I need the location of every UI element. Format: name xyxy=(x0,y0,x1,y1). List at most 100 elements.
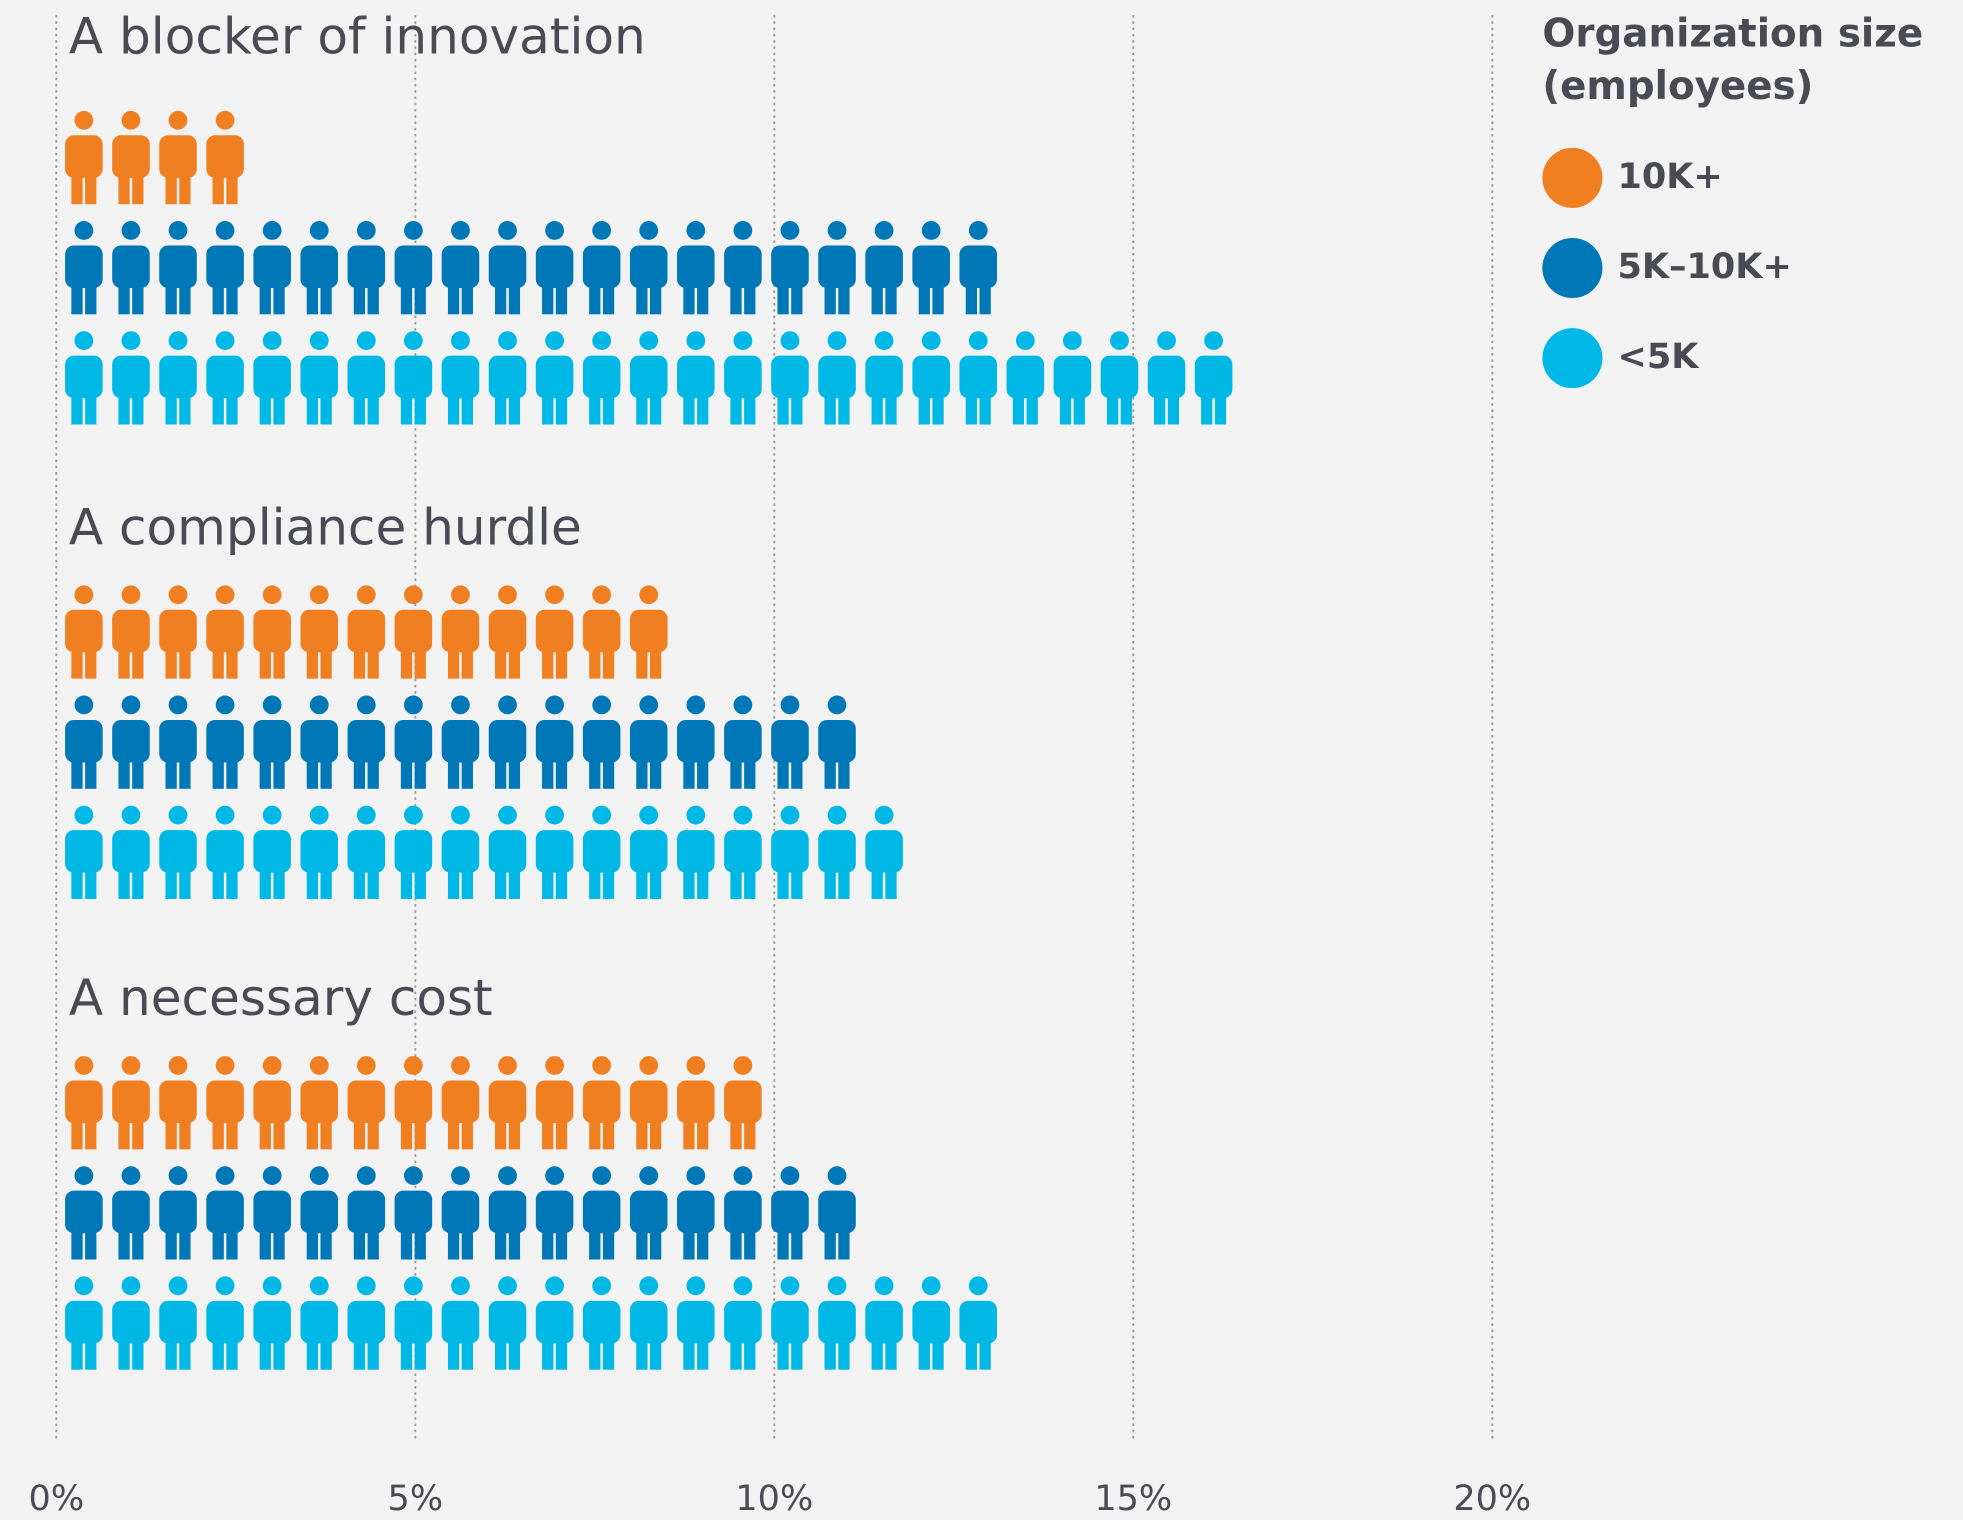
icon-leg xyxy=(212,754,224,789)
icon-leg xyxy=(273,1225,285,1260)
icon-head xyxy=(827,1276,847,1296)
icon-body xyxy=(253,1080,291,1124)
icon-leg xyxy=(71,170,83,205)
icon-body xyxy=(206,1300,244,1344)
icon-leg xyxy=(871,865,883,899)
icon-leg xyxy=(777,280,789,315)
icon-leg xyxy=(683,1225,695,1260)
icon-leg xyxy=(85,1225,97,1260)
icon-leg xyxy=(132,1115,144,1150)
legend-swatch xyxy=(1542,328,1603,389)
icon-leg xyxy=(885,280,897,315)
icon-leg xyxy=(226,1225,238,1260)
icon-leg xyxy=(400,865,413,899)
icon-body xyxy=(1100,355,1139,399)
icon-leg xyxy=(212,644,224,679)
icon-head xyxy=(498,221,517,240)
icon-leg xyxy=(226,390,238,425)
icon-body xyxy=(394,719,433,763)
icon-leg xyxy=(118,865,130,899)
icon-leg xyxy=(179,1335,191,1370)
icon-leg xyxy=(777,1335,789,1370)
icon-leg xyxy=(495,865,507,899)
icon-body xyxy=(300,245,339,289)
icon-leg xyxy=(118,170,130,205)
icon-body xyxy=(629,1300,668,1344)
icon-body xyxy=(65,1080,103,1124)
icon-leg xyxy=(508,280,521,315)
icon-leg xyxy=(1059,390,1072,425)
icon-body xyxy=(1006,355,1045,399)
icon-leg xyxy=(838,1225,850,1260)
icon-leg xyxy=(683,754,695,789)
icon-leg xyxy=(744,1115,756,1150)
icon-leg xyxy=(495,390,507,425)
icon-leg xyxy=(320,1225,332,1260)
icon-leg xyxy=(259,280,271,315)
icon-leg xyxy=(555,1335,568,1370)
icon-leg xyxy=(273,390,285,425)
icon-leg xyxy=(259,1115,271,1150)
icon-leg xyxy=(259,754,271,789)
icon-leg xyxy=(508,644,521,679)
icon-leg xyxy=(979,390,991,425)
x-tick-label: 5% xyxy=(388,1478,444,1519)
icon-head xyxy=(356,585,376,605)
icon-leg xyxy=(636,644,648,679)
icon-head xyxy=(545,221,564,240)
icon-head xyxy=(780,805,800,825)
icon-leg xyxy=(179,280,191,315)
icon-leg xyxy=(212,865,224,899)
icon-leg xyxy=(212,280,224,315)
legend-label: 5K–10K+ xyxy=(1617,246,1791,287)
icon-leg xyxy=(226,1115,238,1150)
icon-head xyxy=(74,805,94,825)
icon-leg xyxy=(353,865,366,899)
icon-body xyxy=(1194,355,1233,399)
icon-leg xyxy=(447,865,460,899)
icon-head xyxy=(592,1276,612,1296)
icon-leg xyxy=(589,1225,601,1260)
icon-head xyxy=(686,1276,706,1296)
icon-body xyxy=(441,245,480,289)
icon-leg xyxy=(226,170,238,205)
icon-leg xyxy=(353,754,366,789)
icon-leg xyxy=(589,644,601,679)
icon-body xyxy=(159,1080,197,1124)
icon-body xyxy=(488,1300,527,1344)
icon-leg xyxy=(730,1115,742,1150)
icon-body xyxy=(771,245,809,289)
icon-leg xyxy=(447,1225,460,1260)
icon-leg xyxy=(777,754,789,789)
icon-head xyxy=(686,221,706,240)
icon-leg xyxy=(461,1335,473,1370)
icon-head xyxy=(639,221,659,240)
icon-leg xyxy=(649,754,662,789)
icon-head xyxy=(780,695,800,715)
icon-leg xyxy=(306,390,318,425)
icon-body xyxy=(206,355,244,399)
icon-leg xyxy=(871,1335,883,1370)
icon-head xyxy=(356,1276,376,1296)
icon-body xyxy=(300,830,339,873)
icon-leg xyxy=(212,390,224,425)
icon-head xyxy=(168,585,188,605)
icon-body xyxy=(347,830,386,873)
legend-swatch xyxy=(1542,147,1603,208)
icon-leg xyxy=(367,865,379,899)
icon-leg xyxy=(306,280,318,315)
icon-body xyxy=(818,830,856,873)
icon-leg xyxy=(461,754,473,789)
icon-leg xyxy=(824,390,836,425)
icon-leg xyxy=(636,1225,648,1260)
icon-leg xyxy=(259,1335,271,1370)
icon-body xyxy=(582,245,621,289)
icon-leg xyxy=(273,1335,285,1370)
icon-leg xyxy=(730,1335,742,1370)
icon-leg xyxy=(508,390,521,425)
icon-body xyxy=(394,830,433,873)
icon-leg xyxy=(132,644,144,679)
icon-row xyxy=(65,585,668,679)
icon-leg xyxy=(932,390,944,425)
icon-leg xyxy=(542,865,554,899)
